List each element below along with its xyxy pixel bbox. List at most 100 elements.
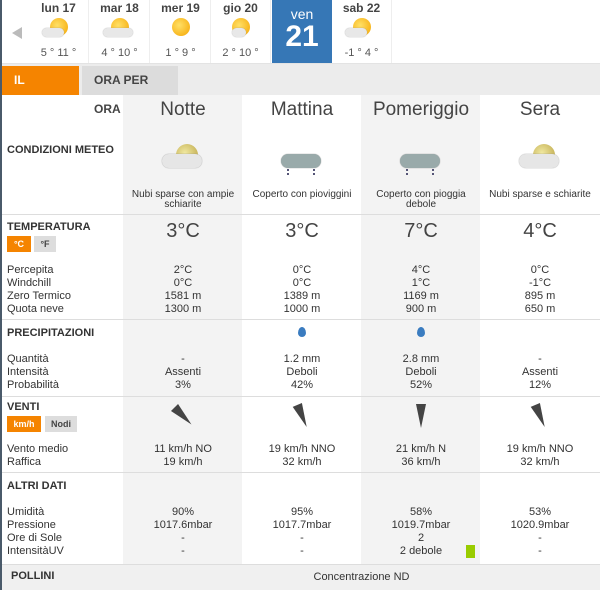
moon-cloud-icon (480, 142, 600, 178)
label-vento-medio: Vento medio (7, 443, 69, 455)
value-wc: 0°C (173, 277, 193, 289)
period-name: Sera (519, 99, 561, 120)
sun-icon (170, 18, 192, 40)
sun-clouds-icon (102, 18, 133, 40)
sun-cloud-icon (344, 18, 373, 40)
period-name: Mattina (270, 99, 334, 120)
label-windchill: Windchill (7, 277, 52, 289)
value-int: Deboli (286, 366, 318, 378)
value-int: Deboli (405, 366, 437, 378)
value-perc: 4°C (411, 264, 431, 276)
uv-level-indicator (466, 545, 475, 558)
value-uv: 2 debole (399, 545, 443, 557)
day-lun-17[interactable]: lun 17 5 ° 11 ° (29, 0, 89, 63)
value-neve: 1300 m (164, 303, 202, 315)
moon-cloud-icon (123, 142, 243, 178)
value-sole: - (181, 532, 185, 544)
period-name: Pomeriggio (372, 99, 470, 120)
rain-cloud-icon (242, 142, 362, 178)
value-wc: 0°C (292, 277, 312, 289)
value-temp: 4°C (523, 220, 557, 242)
value-prob: 12% (528, 379, 552, 391)
value-int: Assenti (521, 366, 559, 378)
label-condizioni: CONDIZIONI METEO (7, 144, 114, 156)
value-perc: 2°C (173, 264, 193, 276)
value-vento: 19 km/h NNO (268, 443, 336, 455)
rain-cloud-icon (361, 142, 481, 178)
label-precipitazioni: PRECIPITAZIONI (7, 327, 95, 339)
value-raffica: 19 km/h (163, 456, 203, 468)
value-perc: 0°C (530, 264, 550, 276)
value-sole: - (300, 532, 304, 544)
value-prob: 3% (175, 379, 191, 391)
day-mer-19[interactable]: mer 19 1 ° 9 ° (151, 0, 211, 63)
label-venti: VENTI (7, 401, 40, 413)
value-prob: 42% (290, 379, 314, 391)
value-neve: 650 m (524, 303, 556, 315)
value-raffica: 36 km/h (401, 456, 441, 468)
value-sole: 2 (417, 532, 425, 544)
prev-days-arrow-icon[interactable] (12, 27, 22, 39)
value-qty: - (181, 353, 185, 365)
value-wc: -1°C (528, 277, 552, 289)
pollini-row: POLLINI Concentrazione ND (2, 565, 600, 590)
label-quota-neve: Quota neve (7, 303, 64, 315)
value-vento: 11 km/h NO (154, 443, 212, 455)
value-umid: 95% (290, 506, 314, 518)
day-sab-22[interactable]: sab 22 -1 ° 4 ° (332, 0, 392, 63)
value-perc: 0°C (292, 264, 312, 276)
value-zero: 1169 m (403, 290, 439, 302)
label-intensita: Intensità (7, 366, 49, 378)
value-qty: 2.8 mm (402, 353, 440, 365)
value-qty: - (538, 353, 542, 365)
day-mar-18[interactable]: mar 18 4 ° 10 ° (90, 0, 150, 63)
label-pressione: Pressione (7, 519, 56, 531)
value-zero: 895 m (524, 290, 556, 302)
wind-direction-arrow-icon (242, 403, 362, 434)
period-description: Coperto con pioviggini (252, 189, 352, 200)
label-probabilita: Probabilità (7, 379, 59, 391)
value-raffica: 32 km/h (282, 456, 322, 468)
period-name: Notte (160, 99, 206, 120)
value-temp: 3°C (285, 220, 319, 242)
unit-fahrenheit-button[interactable]: °F (34, 236, 56, 252)
day-ven-21-selected[interactable]: ven 21 (272, 0, 332, 63)
sun-cloud-icon (230, 18, 252, 40)
label-raffica: Raffica (7, 456, 42, 468)
value-sole: - (538, 532, 542, 544)
value-temp: 7°C (404, 220, 438, 242)
value-press: 1017.6mbar (153, 519, 213, 531)
value-raffica: 32 km/h (520, 456, 560, 468)
tab-il-giorno[interactable]: IL GIORNO (2, 66, 79, 116)
value-press: 1020.9mbar (510, 519, 570, 531)
label-pollini: POLLINI (11, 570, 55, 582)
value-zero: 1389 m (283, 290, 321, 302)
value-press: 1019.7mbar (391, 519, 451, 531)
tab-ora-per-ora[interactable]: ORA PER ORA (82, 66, 178, 116)
unit-kmh-button[interactable]: km/h (7, 416, 41, 432)
value-vento: 21 km/h N (395, 443, 447, 455)
value-temp: 3°C (166, 220, 200, 242)
value-zero: 1581 m (164, 290, 202, 302)
label-intensita-uv: IntensitàUV (7, 545, 64, 557)
label-percepita: Percepita (7, 264, 54, 276)
rain-drop-icon (361, 327, 481, 340)
value-umid: 90% (171, 506, 195, 518)
unit-celsius-button[interactable]: °C (7, 236, 31, 252)
view-tabs: IL GIORNO ORA PER ORA (2, 64, 600, 116)
unit-nodi-button[interactable]: Nodi (45, 416, 77, 432)
label-zero-termico: Zero Termico (7, 290, 71, 302)
wind-direction-arrow-icon (361, 404, 481, 434)
pollini-value: Concentrazione ND (313, 571, 410, 583)
value-prob: 52% (409, 379, 433, 391)
label-ore-sole: Ore di Sole (7, 532, 63, 544)
label-temperatura: TEMPERATURA (7, 221, 91, 233)
value-uv: - (181, 545, 185, 557)
label-umidita: Umidità (7, 506, 45, 518)
value-neve: 1000 m (283, 303, 321, 315)
value-vento: 19 km/h NNO (506, 443, 574, 455)
day-gio-20[interactable]: gio 20 2 ° 10 ° (211, 0, 271, 63)
value-uv: - (300, 545, 304, 557)
day-selector: lun 17 5 ° 11 ° mar 18 4 ° 10 ° mer 19 1 ° … (2, 0, 600, 64)
period-description: Nubi sparse e schiarite (489, 189, 591, 200)
